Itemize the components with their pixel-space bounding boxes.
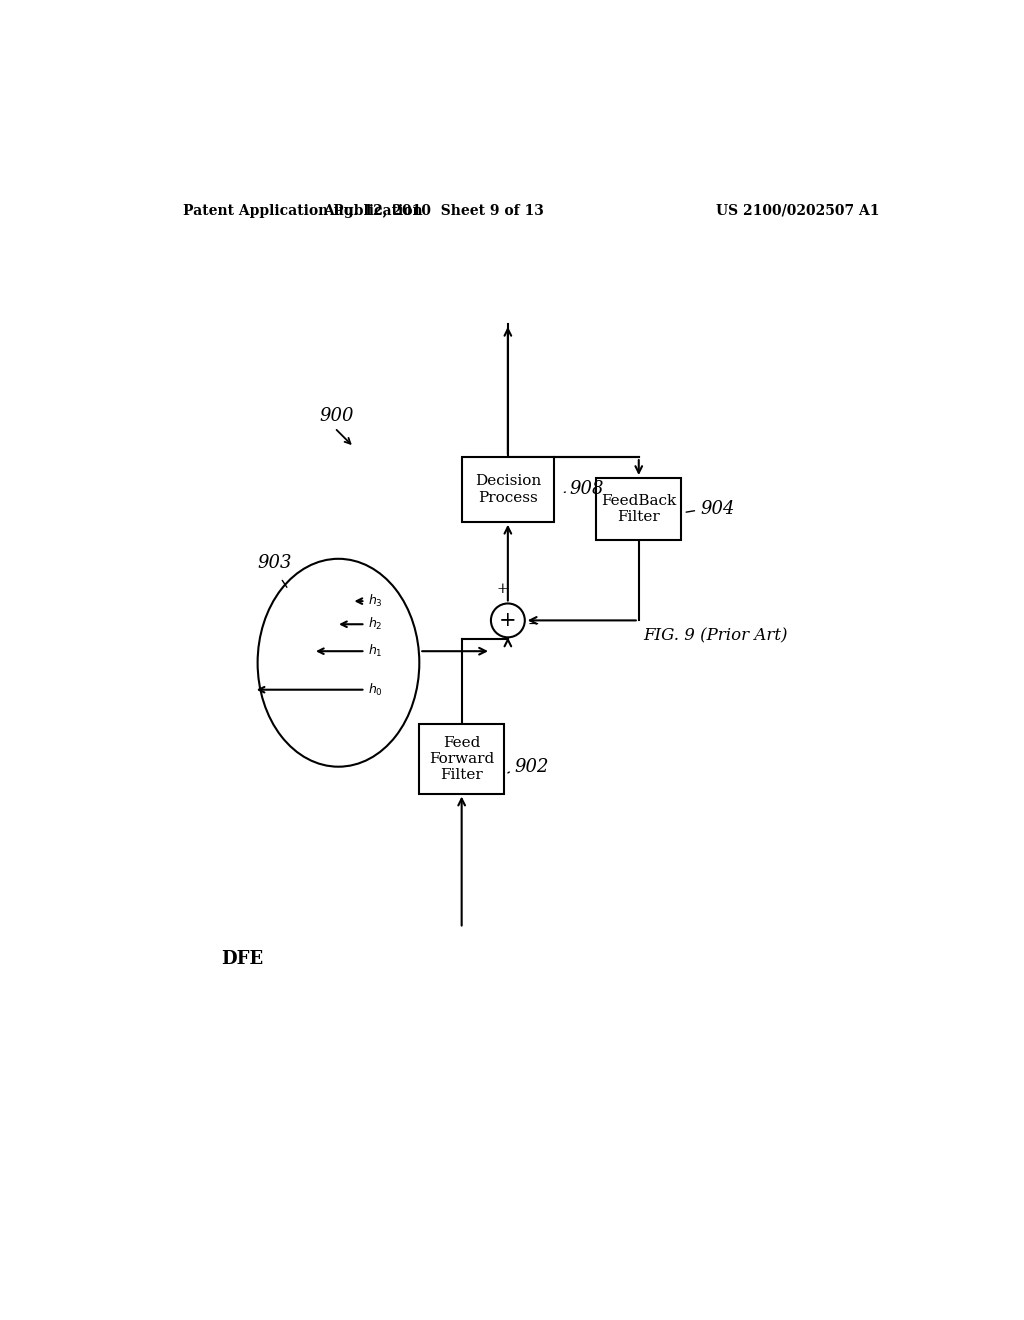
Text: FIG. 9 (Prior Art): FIG. 9 (Prior Art): [643, 627, 788, 644]
Text: +: +: [499, 611, 517, 630]
Text: 902: 902: [514, 758, 549, 776]
Text: Feed
Forward
Filter: Feed Forward Filter: [429, 735, 495, 783]
Bar: [419, 725, 504, 793]
Ellipse shape: [258, 558, 419, 767]
Text: DFE: DFE: [221, 950, 263, 968]
Text: Patent Application Publication: Patent Application Publication: [183, 203, 423, 218]
Circle shape: [490, 603, 525, 638]
Text: $h_0$: $h_0$: [368, 681, 383, 698]
Text: −: −: [528, 616, 540, 631]
Text: 908: 908: [569, 480, 604, 499]
Text: US 2100/0202507 A1: US 2100/0202507 A1: [716, 203, 880, 218]
Text: Decision
Process: Decision Process: [475, 474, 541, 504]
Text: +: +: [497, 582, 508, 595]
Text: $h_3$: $h_3$: [368, 593, 383, 610]
Text: FeedBack
Filter: FeedBack Filter: [601, 494, 677, 524]
Text: $h_2$: $h_2$: [368, 616, 382, 632]
Text: Aug. 12, 2010  Sheet 9 of 13: Aug. 12, 2010 Sheet 9 of 13: [323, 203, 544, 218]
Text: $h_1$: $h_1$: [368, 643, 382, 659]
Bar: [596, 478, 681, 540]
Bar: [462, 457, 554, 523]
Text: 904: 904: [700, 500, 735, 517]
Text: 900: 900: [319, 408, 353, 425]
Text: 903: 903: [258, 553, 292, 572]
